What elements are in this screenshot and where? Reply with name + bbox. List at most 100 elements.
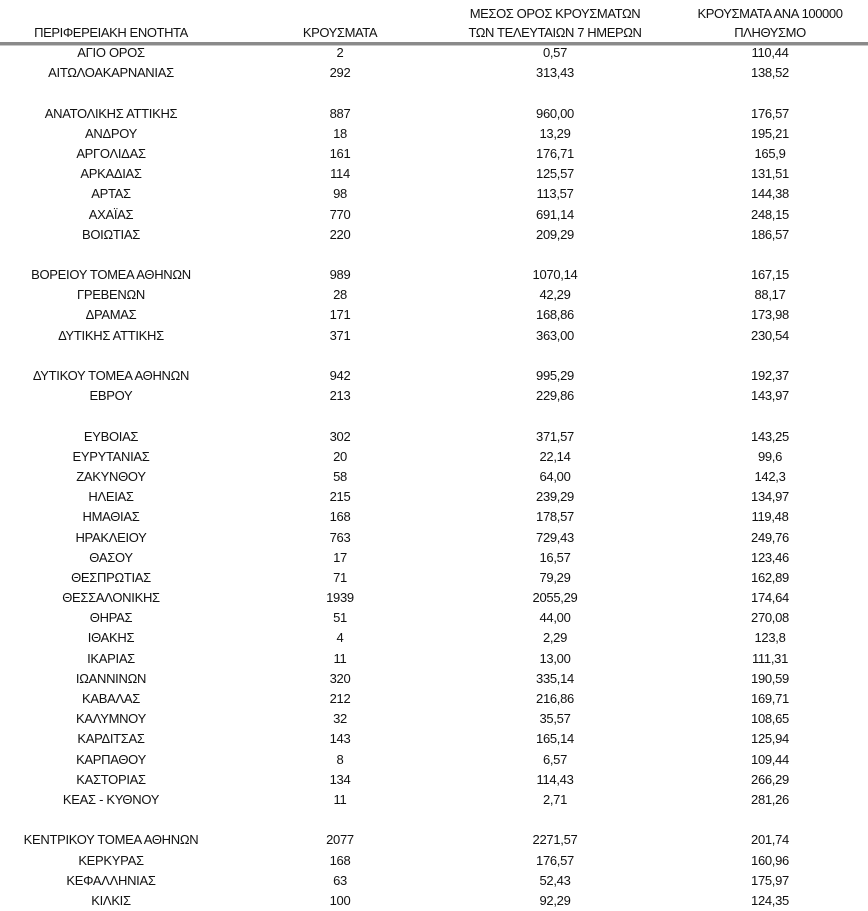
region-cell: ΚΑΣΤΟΡΙΑΣ (76, 771, 146, 787)
cases-cell: 213 (329, 388, 351, 404)
table-row: ΚΑΣΤΟΡΙΑΣ 134 114,43 266,29 (0, 770, 868, 790)
cases-cell: 942 (329, 368, 351, 383)
region-cell: ΚΙΛΚΙΣ (91, 892, 131, 908)
region-cell: ΔΥΤΙΚΗΣ ΑΤΤΙΚΗΣ (58, 327, 164, 343)
per-100k-cell: 201,74 (751, 832, 789, 848)
cases-cell: 71 (333, 569, 347, 585)
avg-7-days-cell: 42,29 (539, 287, 571, 303)
cases-cell: 100 (329, 892, 351, 908)
per-100k-cell: 169,71 (751, 691, 789, 706)
cases-cell: 11 (333, 650, 347, 666)
avg-7-days-cell: 16,57 (539, 549, 571, 565)
avg-7-days-cell: 13,00 (539, 650, 571, 666)
table-row: ΑΡΤΑΣ 98 113,57 144,38 (0, 184, 868, 204)
region-cell: ΗΛΕΙΑΣ (88, 489, 134, 505)
blank-row (0, 406, 868, 426)
avg-7-days-cell: 168,86 (536, 307, 574, 323)
table-row: ΚΕΑΣ - ΚΥΘΝΟΥ 11 2,71 281,26 (0, 790, 868, 810)
avg-7-days-cell: 125,57 (536, 166, 574, 182)
region-cell: ΑΝΔΡΟΥ (85, 125, 137, 141)
table-row: ΒΟΙΩΤΙΑΣ 220 209,29 186,57 (0, 225, 868, 245)
table-row: ΘΕΣΠΡΩΤΙΑΣ 71 79,29 162,89 (0, 568, 868, 588)
cases-cell: 114 (330, 166, 350, 182)
region-cell: ΚΕΑΣ - ΚΥΘΝΟΥ (62, 791, 160, 807)
cases-cell: 1939 (326, 590, 354, 606)
per-100k-cell: 167,15 (751, 267, 789, 283)
table-row: ΑΡΚΑΔΙΑΣ 114 125,57 131,51 (0, 164, 868, 184)
per-100k-cell: 176,57 (751, 105, 789, 121)
region-cell: ΑΓΙΟ ΟΡΟΣ (77, 45, 145, 60)
region-cell: ΒΟΡΕΙΟΥ ΤΟΜΕΑ ΑΘΗΝΩΝ (31, 267, 191, 283)
region-cell: ΕΥΡΥΤΑΝΙΑΣ (72, 448, 150, 464)
table-row: ΕΒΡΟΥ 213 229,86 143,97 (0, 386, 868, 406)
avg-7-days-cell: 64,00 (539, 468, 571, 484)
cases-cell: 63 (333, 872, 347, 888)
table-row: ΘΕΣΣΑΛΟΝΙΚΗΣ 1939 2055,29 174,64 (0, 588, 868, 608)
avg-7-days-cell: 209,29 (536, 226, 574, 242)
table-row: ΙΩΑΝΝΙΝΩΝ 320 335,14 190,59 (0, 669, 868, 689)
per-100k-cell: 230,54 (751, 327, 789, 343)
table-row: ΚΑΡΔΙΤΣΑΣ 143 165,14 125,94 (0, 729, 868, 749)
per-100k-cell: 88,17 (754, 287, 786, 303)
cases-cell: 28 (333, 287, 347, 303)
region-cell: ΑΧΑΪΑΣ (88, 206, 134, 222)
per-100k-cell: 143,97 (751, 388, 789, 404)
per-100k-cell: 142,3 (754, 468, 786, 484)
cases-cell: 11 (333, 791, 347, 807)
avg-7-days-cell: 113,57 (536, 186, 574, 202)
table-body: ΑΓΙΟ ΟΡΟΣ 2 0,57 110,44 ΑΙΤΩΛΟΑΚΑΡΝΑΝΙΑΣ 292 3… (0, 43, 868, 911)
table-row: ΙΚΑΡΙΑΣ 11 13,00 111,31 (0, 649, 868, 669)
region-cell: ΗΜΑΘΙΑΣ (82, 509, 140, 525)
region-cell: ΑΙΤΩΛΟΑΚΑΡΝΑΝΙΑΣ (48, 65, 174, 81)
header-region: ΠΕΡΙΦΕΡΕΙΑΚΗ ΕΝΟΤΗΤΑ (34, 25, 188, 40)
table-row: ΔΡΑΜΑΣ 171 168,86 173,98 (0, 305, 868, 325)
blank-row (0, 83, 868, 103)
cases-cell: 143 (329, 731, 351, 747)
cases-cell: 51 (333, 610, 347, 626)
avg-7-days-cell: 6,57 (542, 751, 568, 767)
cases-cell: 8 (336, 751, 344, 767)
per-100k-cell: 134,97 (751, 489, 789, 505)
per-100k-cell: 99,6 (757, 448, 783, 464)
region-cell: ΚΑΡΔΙΤΣΑΣ (77, 731, 145, 747)
region-cell: ΘΗΡΑΣ (89, 610, 133, 626)
table-row: ΚΕΡΚΥΡΑΣ 168 176,57 160,96 (0, 851, 868, 871)
table-row: ΑΙΤΩΛΟΑΚΑΡΝΑΝΙΑΣ 292 313,43 138,52 (0, 63, 868, 83)
region-cell: ΒΟΙΩΤΙΑΣ (82, 226, 140, 242)
per-100k-cell: 144,38 (751, 186, 789, 202)
region-cell: ΓΡΕΒΕΝΩΝ (77, 287, 145, 303)
per-100k-cell: 190,59 (751, 670, 789, 686)
header-avg-7-days: ΜΕΣΟΣ ΟΡΟΣ ΚΡΟΥΣΜΑΤΩΝ ΤΩΝ ΤΕΛΕΥΤΑΙΩΝ 7 Η… (445, 4, 665, 42)
avg-7-days-cell: 2,29 (542, 630, 568, 646)
per-100k-cell: 165,9 (754, 145, 786, 161)
region-cell: ΔΡΑΜΑΣ (85, 307, 137, 323)
per-100k-cell: 270,08 (751, 610, 789, 626)
per-100k-cell: 281,26 (751, 791, 789, 807)
avg-7-days-cell: 35,57 (539, 711, 571, 727)
region-cell: ΙΘΑΚΗΣ (87, 630, 135, 646)
avg-7-days-cell: 216,86 (536, 691, 574, 706)
per-100k-cell: 160,96 (751, 852, 789, 868)
table-row: ΚΑΛΥΜΝΟΥ 32 35,57 108,65 (0, 709, 868, 729)
cases-cell: 4 (336, 630, 344, 646)
per-100k-cell: 192,37 (751, 368, 789, 383)
avg-7-days-cell: 363,00 (536, 327, 574, 343)
cases-cell: 292 (329, 65, 351, 81)
avg-7-days-cell: 729,43 (536, 529, 574, 545)
region-cell: ΚΕΝΤΡΙΚΟΥ ΤΟΜΕΑ ΑΘΗΝΩΝ (23, 832, 199, 848)
table-row: ΚΑΡΠΑΘΟΥ 8 6,57 109,44 (0, 750, 868, 770)
cases-cell: 763 (329, 529, 351, 545)
avg-7-days-cell: 2055,29 (532, 590, 578, 606)
blank-row (0, 346, 868, 366)
header-avg-line1: ΜΕΣΟΣ ΟΡΟΣ ΚΡΟΥΣΜΑΤΩΝ (469, 6, 641, 21)
per-100k-cell: 108,65 (751, 711, 789, 727)
avg-7-days-cell: 13,29 (539, 125, 571, 141)
cases-cell: 2077 (326, 832, 354, 848)
per-100k-cell: 173,98 (751, 307, 789, 323)
table-row: ΕΥΒΟΙΑΣ 302 371,57 143,25 (0, 427, 868, 447)
cases-cell: 58 (333, 468, 347, 484)
per-100k-cell: 131,51 (751, 166, 789, 182)
cases-cell: 17 (333, 549, 347, 565)
header-per100k-line1: ΚΡΟΥΣΜΑΤΑ ΑΝΑ 100000 (697, 6, 843, 21)
per-100k-cell: 249,76 (751, 529, 789, 545)
